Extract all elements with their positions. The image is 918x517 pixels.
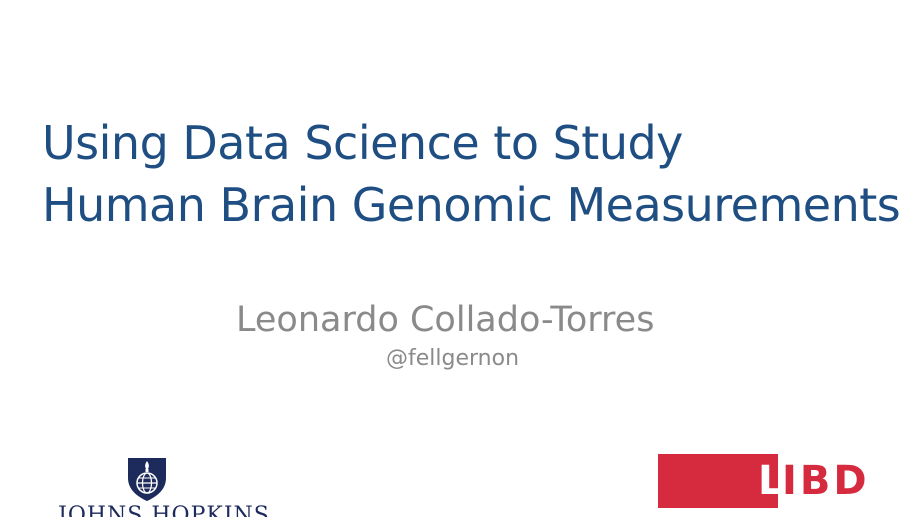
slide-title-line-1: Using Data Science to Study: [42, 116, 683, 170]
libd-logo: L IBD: [658, 454, 868, 508]
jhu-shield-icon: [128, 458, 166, 501]
author-handle: @fellgernon: [386, 346, 520, 371]
libd-letter-box: [754, 454, 778, 508]
libd-red-bar: [658, 454, 754, 508]
author-name: Leonardo Collado-Torres: [236, 300, 655, 340]
jhu-logo: JOHNS HOPKINS: [50, 456, 269, 517]
libd-letters-ibd: IBD: [782, 458, 870, 504]
slide-title-line-2: Human Brain Genomic Measurements: [42, 178, 901, 232]
libd-letter-l: L: [758, 458, 784, 504]
slide-title: Using Data Science to Study Human Brain …: [42, 112, 912, 236]
jhu-wordmark: JOHNS HOPKINS: [58, 503, 270, 517]
